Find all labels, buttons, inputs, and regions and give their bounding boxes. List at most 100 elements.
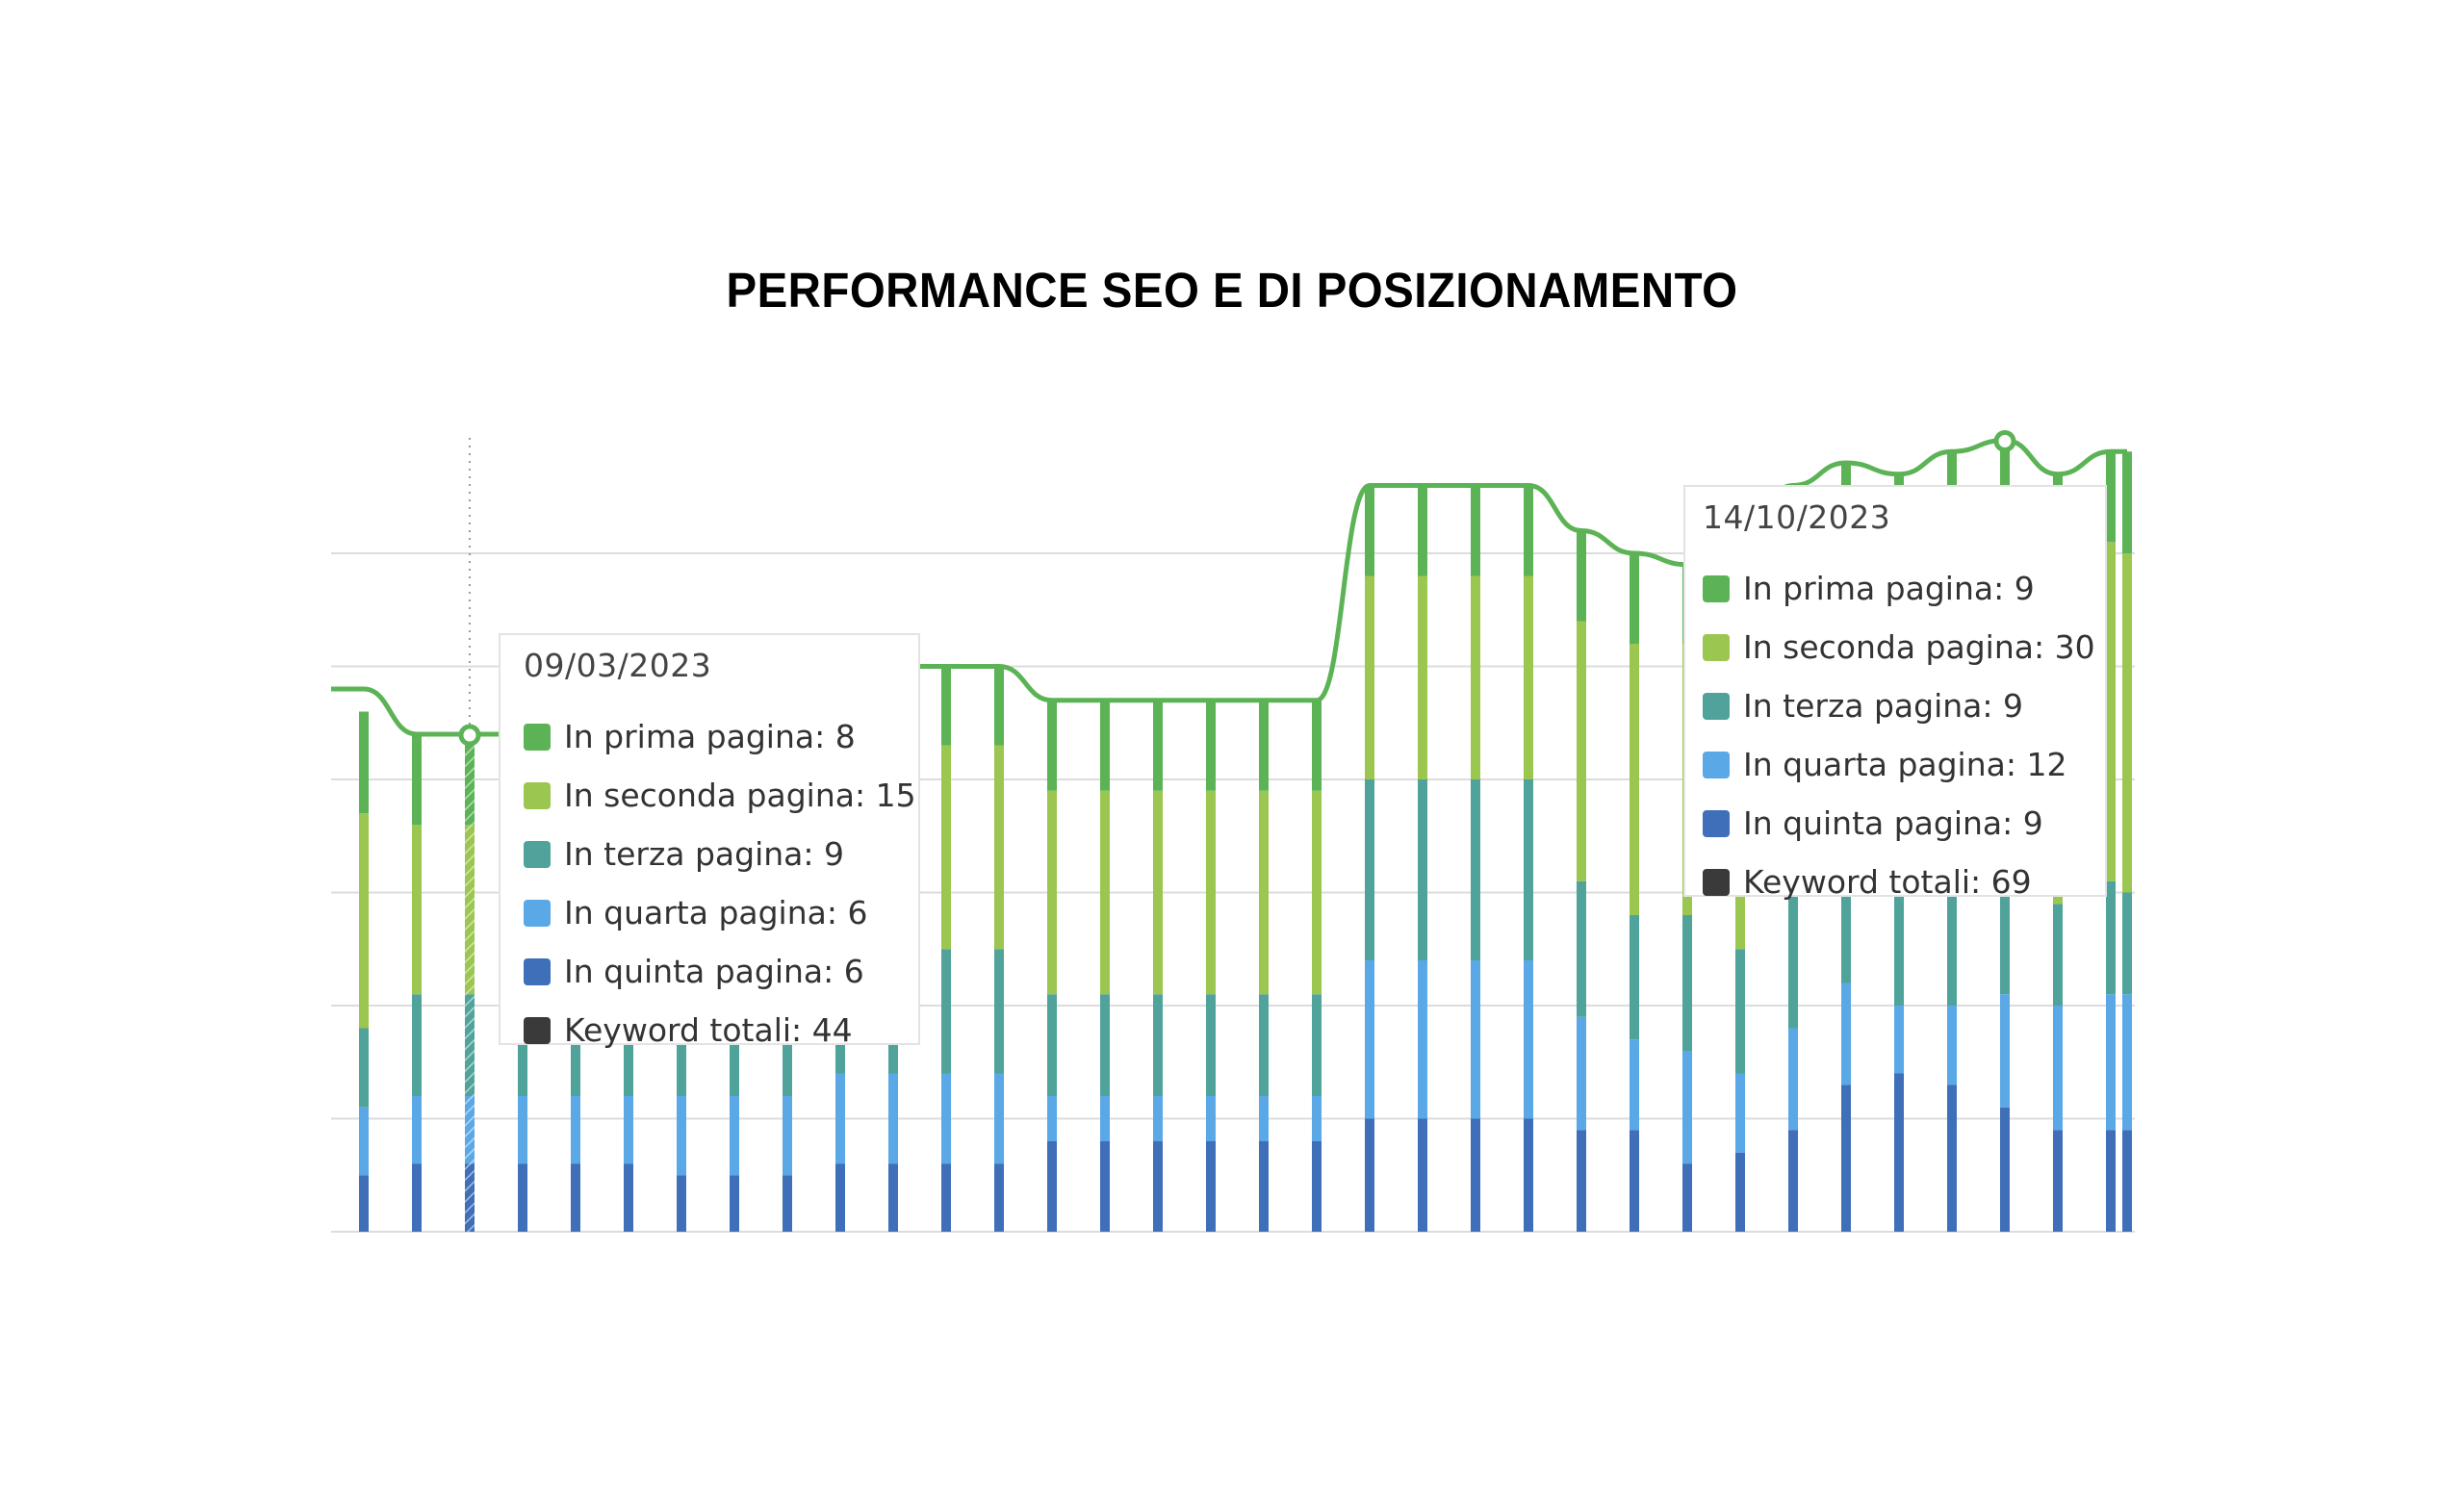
bar-segment	[1471, 960, 1480, 1119]
bar-segment	[2053, 1006, 2063, 1131]
bar-segment	[1735, 1152, 1745, 1232]
tooltip-row: In prima pagina: 8	[524, 707, 895, 766]
bar-stack[interactable]	[1471, 485, 1480, 1233]
bar-segment	[412, 994, 422, 1096]
bar-segment	[730, 1096, 739, 1176]
bar-segment	[1577, 621, 1586, 881]
bar-segment	[571, 994, 580, 1096]
bar-segment	[1471, 779, 1480, 960]
tooltip-row-label: In prima pagina: 8	[564, 718, 856, 755]
tooltip-row-label: In quarta pagina: 12	[1743, 746, 2067, 783]
bar-segment	[1153, 700, 1163, 791]
bar-segment	[1841, 870, 1851, 983]
bar-segment	[2053, 1130, 2063, 1232]
tooltip-14-10-2023: 14/10/2023 In prima pagina: 9 In seconda …	[1683, 485, 2107, 901]
bar-segment	[1630, 644, 1639, 915]
legend-swatch-icon	[1703, 633, 1730, 661]
tooltip-09-03-2023: 09/03/2023 In prima pagina: 8 In seconda …	[499, 633, 920, 1049]
bar-segment	[730, 994, 739, 1096]
tooltip-row-label: In prima pagina: 9	[1743, 570, 2035, 607]
bar-stack[interactable]	[1153, 700, 1163, 1232]
bar-segment	[1206, 994, 1216, 1096]
chart-title: PERFORMANCE SEO E DI POSIZIONAMENTO	[726, 263, 1738, 318]
legend-swatch-icon	[524, 781, 551, 809]
bar-segment	[1577, 1016, 1586, 1131]
bar-segment	[1577, 880, 1586, 1017]
bar-stack[interactable]	[2106, 451, 2116, 1232]
tooltip-row-label: In seconda pagina: 30	[1743, 628, 2095, 666]
bar-segment	[941, 949, 951, 1074]
bar-segment	[2122, 451, 2132, 553]
bar-segment	[677, 1096, 686, 1176]
bar-segment	[1206, 1096, 1216, 1141]
bar-stack[interactable]	[994, 666, 1004, 1233]
tooltip-row-label: In seconda pagina: 15	[564, 777, 916, 814]
bar-segment	[2122, 994, 2132, 1131]
legend-swatch-icon	[1703, 692, 1730, 720]
bar-segment	[1365, 1118, 1374, 1232]
bar-stack[interactable]	[1259, 700, 1269, 1232]
legend-swatch-icon	[524, 840, 551, 868]
tooltip-date: 09/03/2023	[524, 647, 712, 684]
bar-segment	[1259, 994, 1269, 1096]
bar-segment	[2000, 994, 2010, 1108]
bar-segment	[1312, 1141, 1322, 1232]
bar-segment	[1047, 1141, 1057, 1232]
bar-segment	[1259, 790, 1269, 995]
tooltip-row-label: In terza pagina: 9	[1743, 687, 2024, 725]
bar-segment	[359, 1107, 369, 1176]
bar-stack[interactable]	[1577, 530, 1586, 1233]
bar-segment	[1524, 1118, 1533, 1232]
bar-segment	[359, 813, 369, 1029]
bar-segment	[518, 994, 527, 1096]
bar-stack[interactable]	[465, 734, 475, 1232]
bar-stack[interactable]	[1630, 553, 1639, 1232]
bar-segment	[1418, 779, 1427, 960]
tooltip-row-label: In terza pagina: 9	[564, 835, 845, 873]
bar-segment	[1365, 779, 1374, 960]
bar-stack[interactable]	[941, 666, 951, 1233]
bar-segment	[1153, 790, 1163, 995]
tooltip-date: 14/10/2023	[1703, 498, 1891, 536]
bar-stack[interactable]	[1365, 485, 1374, 1233]
bar-stack[interactable]	[412, 734, 422, 1232]
bar-segment	[1894, 1073, 1904, 1232]
tooltip-row-label: In quinta pagina: 9	[1743, 804, 2043, 842]
tooltip-row: Keyword totali: 69	[1703, 853, 2088, 911]
bar-stack[interactable]	[1524, 485, 1533, 1233]
bar-segment	[783, 994, 792, 1096]
bar-segment	[941, 1163, 951, 1232]
bar-segment	[1418, 485, 1427, 576]
bar-segment	[412, 1163, 422, 1232]
bar-segment	[359, 1175, 369, 1232]
bar-segment	[1100, 1096, 1110, 1141]
bar-segment	[2122, 892, 2132, 995]
bar-segment	[1100, 994, 1110, 1096]
bar-segment	[1947, 1006, 1957, 1085]
bar-segment	[1365, 575, 1374, 779]
tooltip-row: In quarta pagina: 12	[1703, 735, 2088, 794]
bar-stack[interactable]	[1312, 700, 1322, 1232]
bar-segment	[1947, 1084, 1957, 1232]
bar-segment	[518, 1163, 527, 1232]
tooltip-row: In seconda pagina: 30	[1703, 618, 2095, 676]
bar-segment	[1100, 1141, 1110, 1232]
bar-segment	[571, 1163, 580, 1232]
legend-swatch-icon	[1703, 809, 1730, 837]
bar-stack[interactable]	[1100, 700, 1110, 1232]
bar-stack[interactable]	[1047, 700, 1057, 1232]
bar-segment	[1047, 790, 1057, 995]
hover-point-marker[interactable]	[458, 724, 481, 747]
hover-point-marker[interactable]	[1993, 430, 2016, 452]
bar-segment	[1630, 1039, 1639, 1131]
bar-segment	[1312, 700, 1322, 791]
bar-segment	[2106, 542, 2116, 881]
bar-stack[interactable]	[359, 711, 369, 1233]
bar-stack[interactable]	[1206, 700, 1216, 1232]
hover-markers	[458, 430, 2016, 747]
bar-stack[interactable]	[2122, 451, 2132, 1232]
bar-segment	[1365, 960, 1374, 1119]
bar-stack[interactable]	[1418, 485, 1427, 1233]
bar-segment	[1312, 994, 1322, 1096]
bar-segment	[888, 1073, 898, 1164]
